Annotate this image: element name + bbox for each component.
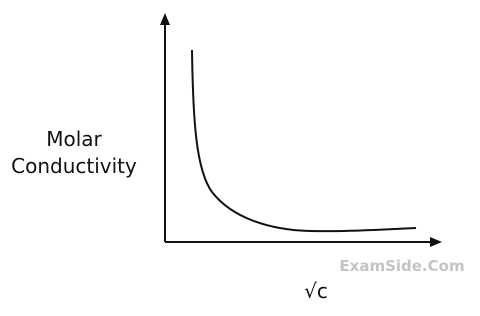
watermark: ExamSide.Com — [339, 257, 464, 275]
x-axis-label: √c — [304, 279, 328, 303]
curve — [191, 49, 417, 233]
y-axis-arrow — [160, 13, 170, 25]
y-axis-label-line: Conductivity — [11, 154, 137, 178]
x-axis-arrow — [430, 237, 442, 247]
y-axis-label-line: Molar — [46, 127, 102, 151]
